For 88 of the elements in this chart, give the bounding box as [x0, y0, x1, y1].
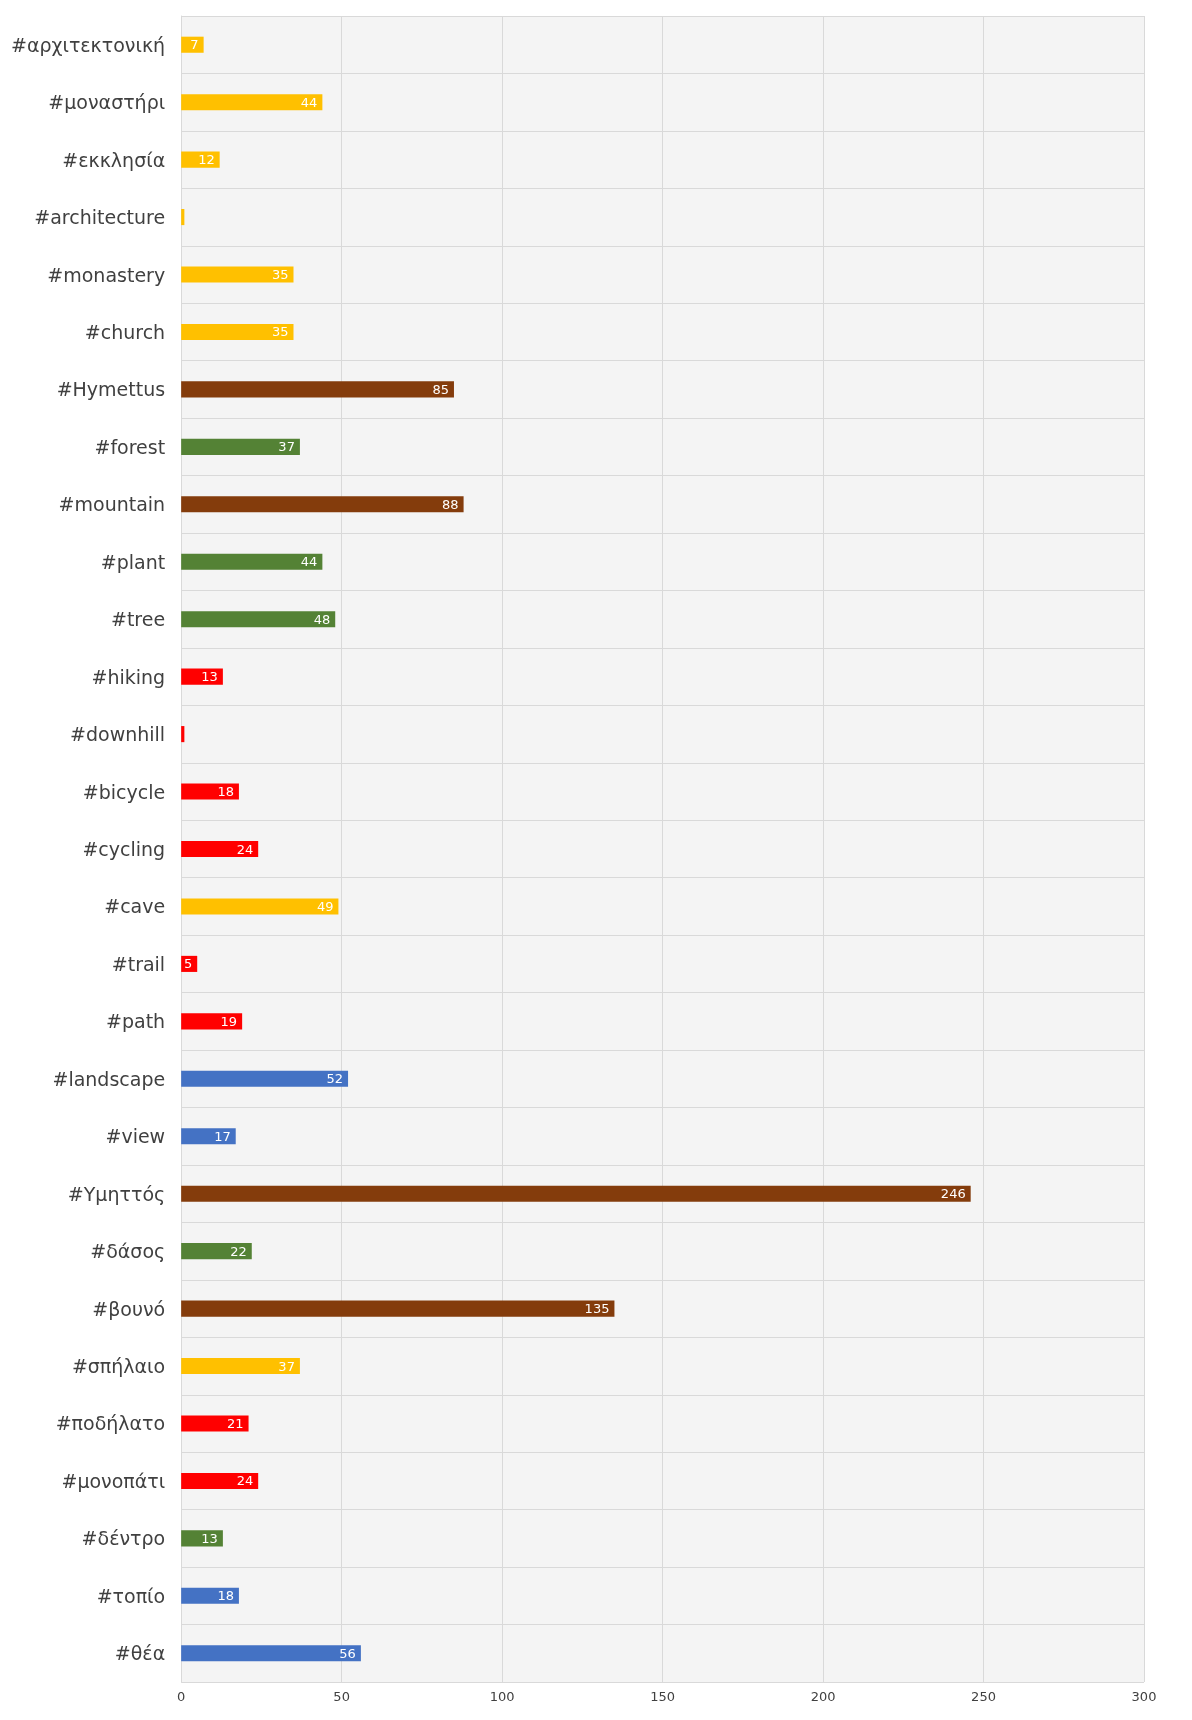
bar	[181, 36, 204, 53]
x-tick-label: 200	[810, 1689, 836, 1704]
bar	[181, 1415, 249, 1432]
bar	[181, 496, 464, 513]
bar	[181, 1645, 361, 1662]
y-tick-label: #forest	[94, 435, 166, 458]
y-tick-label: #δάσος	[90, 1240, 166, 1263]
data-label: 24	[236, 841, 254, 857]
y-tick-label: #landscape	[52, 1067, 166, 1090]
y-tick-label: #θέα	[114, 1642, 166, 1665]
x-tick-label: 300	[1131, 1689, 1157, 1704]
data-label: 18	[217, 784, 234, 800]
data-label: 12	[198, 152, 215, 168]
bar	[181, 209, 185, 226]
bar	[181, 840, 259, 858]
bar	[181, 1587, 239, 1604]
x-tick-label: 50	[333, 1689, 350, 1704]
y-tick-label: #εκκλησία	[62, 148, 166, 171]
bar	[181, 1013, 243, 1030]
data-label: 135	[584, 1301, 610, 1317]
bar	[181, 553, 323, 570]
data-label: 85	[432, 381, 449, 397]
y-tick-label: #cycling	[82, 838, 166, 860]
data-label: 44	[300, 94, 318, 110]
y-tick-label: #view	[105, 1125, 166, 1148]
y-tick-label: #μονοπάτι	[61, 1469, 166, 1492]
y-tick-label: #downhill	[70, 723, 166, 746]
y-tick-label: #σπήλαιο	[71, 1355, 166, 1378]
data-label: 13	[201, 669, 218, 685]
data-label: 7	[190, 37, 199, 53]
bar	[181, 1128, 236, 1145]
bar	[181, 266, 294, 283]
data-label: 48	[313, 611, 331, 627]
data-label: 17	[214, 1128, 231, 1144]
y-tick-label: #church	[84, 320, 166, 343]
y-tick-label: #cave	[104, 895, 166, 918]
bar	[181, 726, 185, 743]
data-label: 21	[227, 1415, 244, 1431]
y-tick-label: #αρχιτεκτονική	[10, 33, 166, 56]
bar	[181, 438, 300, 455]
data-label: 24	[236, 1473, 254, 1489]
bar	[181, 1070, 349, 1087]
data-label: 56	[339, 1645, 356, 1661]
y-tick-label: #architecture	[34, 206, 166, 229]
y-tick-label: #trail	[111, 952, 166, 975]
x-tick-label: 100	[489, 1689, 515, 1704]
bar	[181, 1243, 252, 1260]
bar	[181, 1472, 259, 1489]
y-tick-label: #bicycle	[82, 780, 166, 803]
y-tick-label: #tree	[111, 608, 166, 631]
bar	[181, 1357, 300, 1375]
bar	[181, 898, 339, 915]
y-tick-label: #monastery	[47, 263, 166, 286]
data-label: 49	[316, 898, 334, 914]
data-label: 5	[183, 956, 193, 972]
y-tick-label: #path	[106, 1010, 166, 1033]
y-tick-label: #hiking	[91, 665, 166, 688]
bar	[181, 94, 323, 111]
data-label: 35	[271, 324, 289, 340]
y-tick-label: #plant	[100, 550, 166, 573]
data-label: 246	[940, 1186, 966, 1202]
y-tick-label: #δέντρο	[81, 1527, 166, 1550]
data-label: 13	[201, 1530, 218, 1546]
bar	[181, 323, 294, 341]
y-tick-label: #Υμηττός	[67, 1182, 166, 1205]
y-tick-label: #βουνό	[92, 1297, 166, 1320]
y-tick-label: #τοπίο	[96, 1584, 166, 1607]
data-label: 52	[326, 1071, 344, 1087]
bar	[181, 783, 239, 800]
bar	[181, 1185, 971, 1202]
x-tick-label: 150	[650, 1689, 675, 1704]
data-label: 88	[442, 496, 459, 512]
data-label: 44	[300, 554, 318, 570]
x-tick-label: 0	[177, 1689, 186, 1704]
bar	[181, 1300, 615, 1317]
bar	[181, 611, 336, 628]
data-label: 37	[278, 439, 295, 455]
y-tick-label: #μοναστήρι	[48, 91, 166, 114]
data-label: 18	[217, 1588, 234, 1604]
bar	[181, 381, 454, 398]
data-label: 35	[271, 267, 289, 283]
y-tick-label: #ποδήλατο	[55, 1412, 166, 1435]
x-tick-label: 250	[971, 1689, 996, 1704]
data-label: 22	[230, 1243, 247, 1259]
y-tick-label: #Hymettus	[56, 378, 166, 401]
data-label: 19	[220, 1013, 238, 1029]
y-tick-label: #mountain	[58, 493, 166, 516]
data-label: 37	[278, 1358, 295, 1374]
